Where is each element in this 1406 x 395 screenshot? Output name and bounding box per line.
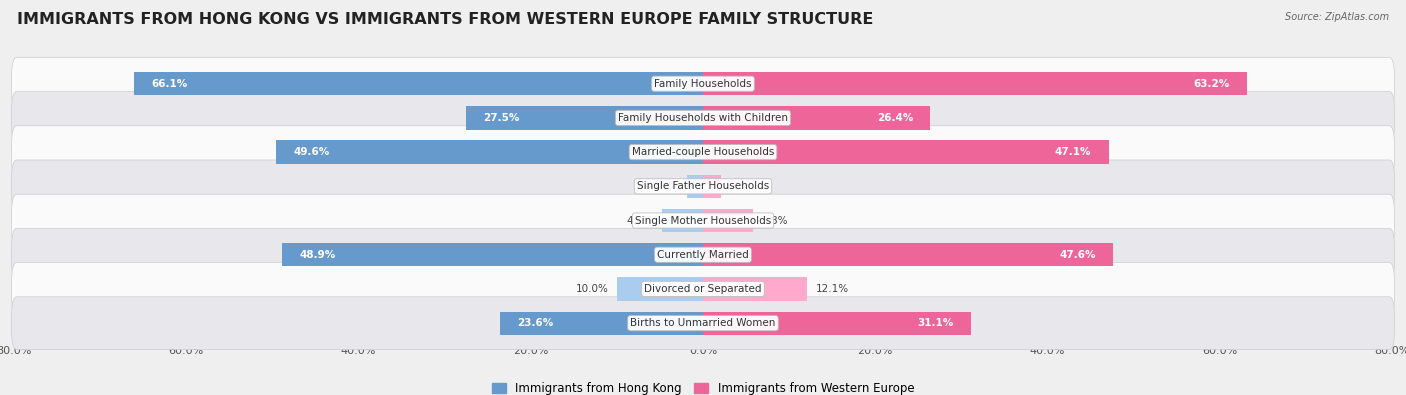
Bar (467, 106, 703, 130)
Text: Family Households: Family Households (654, 79, 752, 89)
Text: Currently Married: Currently Married (657, 250, 749, 260)
Bar (703, 243, 1114, 266)
Text: IMMIGRANTS FROM HONG KONG VS IMMIGRANTS FROM WESTERN EUROPE FAMILY STRUCTURE: IMMIGRANTS FROM HONG KONG VS IMMIGRANTS … (17, 12, 873, 27)
Text: 27.5%: 27.5% (484, 113, 520, 123)
Bar (134, 72, 703, 95)
Text: 4.8%: 4.8% (627, 216, 652, 226)
Bar (276, 141, 703, 164)
Text: 26.4%: 26.4% (877, 113, 912, 123)
Text: 31.1%: 31.1% (917, 318, 953, 328)
Legend: Immigrants from Hong Kong, Immigrants from Western Europe: Immigrants from Hong Kong, Immigrants fr… (486, 377, 920, 395)
Bar (703, 312, 970, 335)
Text: 23.6%: 23.6% (517, 318, 553, 328)
Text: Source: ZipAtlas.com: Source: ZipAtlas.com (1285, 12, 1389, 22)
Bar (703, 175, 721, 198)
FancyBboxPatch shape (11, 160, 1395, 213)
Bar (617, 277, 703, 301)
FancyBboxPatch shape (11, 228, 1395, 281)
Text: 2.1%: 2.1% (730, 181, 756, 191)
Bar (703, 141, 1108, 164)
Text: Family Households with Children: Family Households with Children (619, 113, 787, 123)
Text: Divorced or Separated: Divorced or Separated (644, 284, 762, 294)
Bar (703, 106, 931, 130)
FancyBboxPatch shape (11, 92, 1395, 144)
Bar (688, 175, 703, 198)
Text: 1.8%: 1.8% (652, 181, 679, 191)
Text: Births to Unmarried Women: Births to Unmarried Women (630, 318, 776, 328)
FancyBboxPatch shape (11, 57, 1395, 110)
Bar (703, 277, 807, 301)
Text: 48.9%: 48.9% (299, 250, 336, 260)
Text: 63.2%: 63.2% (1194, 79, 1230, 89)
Bar (662, 209, 703, 232)
Text: 10.0%: 10.0% (575, 284, 609, 294)
FancyBboxPatch shape (11, 194, 1395, 247)
Text: 49.6%: 49.6% (292, 147, 329, 157)
Text: Married-couple Households: Married-couple Households (631, 147, 775, 157)
Text: 47.1%: 47.1% (1054, 147, 1091, 157)
FancyBboxPatch shape (11, 126, 1395, 179)
Text: 47.6%: 47.6% (1059, 250, 1095, 260)
Bar (703, 72, 1247, 95)
Text: Single Mother Households: Single Mother Households (636, 216, 770, 226)
Bar (499, 312, 703, 335)
Text: Single Father Households: Single Father Households (637, 181, 769, 191)
Bar (281, 243, 703, 266)
Text: 66.1%: 66.1% (150, 79, 187, 89)
FancyBboxPatch shape (11, 297, 1395, 350)
Bar (703, 209, 754, 232)
Text: 5.8%: 5.8% (762, 216, 787, 226)
Text: 12.1%: 12.1% (815, 284, 849, 294)
FancyBboxPatch shape (11, 263, 1395, 315)
